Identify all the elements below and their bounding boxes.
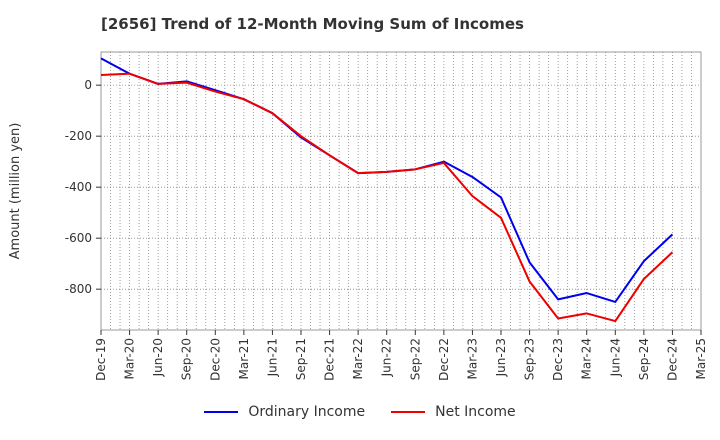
y-tick-label: -200 xyxy=(65,129,92,143)
x-tick-label: Sep-21 xyxy=(294,338,308,380)
y-tick-label: 0 xyxy=(84,78,92,92)
x-tick-label: Dec-21 xyxy=(323,338,337,381)
x-tick-label: Sep-24 xyxy=(637,338,651,380)
x-tick-label: Dec-22 xyxy=(437,338,451,381)
x-tick-label: Jun-22 xyxy=(380,338,394,377)
legend-label: Ordinary Income xyxy=(248,404,366,420)
y-axis-title: Amount (million yen) xyxy=(8,123,23,260)
x-tick-label: Sep-20 xyxy=(180,338,194,380)
x-tick-label: Dec-19 xyxy=(94,338,108,381)
x-axis: Dec-19 Mar-20 Jun-20 Sep-20 Dec-20 Mar-21 Jun-… xyxy=(94,330,708,381)
legend-item-ordinary-income: Ordinary Income xyxy=(204,404,365,420)
series-line-net-income xyxy=(100,72,674,323)
x-tick-label: Sep-23 xyxy=(523,338,537,380)
x-tick-label: Jun-24 xyxy=(608,338,622,377)
x-tick-label: Sep-22 xyxy=(408,338,422,380)
legend: Ordinary Income Net Income xyxy=(0,404,720,420)
chart-title: [2656] Trend of 12-Month Moving Sum of I… xyxy=(101,15,524,33)
x-tick-label: Mar-22 xyxy=(351,338,365,379)
x-tick-label: Dec-23 xyxy=(551,338,565,381)
legend-swatch xyxy=(391,411,426,413)
x-tick-label: Mar-23 xyxy=(465,338,479,379)
y-tick-label: -400 xyxy=(65,180,92,194)
series-layer xyxy=(100,57,674,323)
x-tick-label: Jun-23 xyxy=(494,338,508,377)
x-tick-label: Mar-24 xyxy=(580,338,594,379)
x-tick-label: Mar-21 xyxy=(237,338,251,379)
x-tick-label: Jun-20 xyxy=(151,338,165,377)
y-tick-label: -800 xyxy=(65,282,92,296)
y-axis: 0 -200 -400 -600 -800 xyxy=(65,78,101,296)
x-tick-label: Jun-21 xyxy=(265,338,279,377)
x-tick-label: Mar-25 xyxy=(694,338,708,379)
legend-item-net-income: Net Income xyxy=(391,404,516,420)
plot-border xyxy=(100,51,702,331)
y-tick-label: -600 xyxy=(65,231,92,245)
x-tick-label: Dec-20 xyxy=(208,338,222,381)
plot-background xyxy=(101,52,701,330)
x-tick-label: Dec-24 xyxy=(665,338,679,381)
legend-label: Net Income xyxy=(435,404,516,420)
legend-swatch xyxy=(204,411,239,413)
grid-layer xyxy=(101,52,701,330)
x-tick-label: Mar-20 xyxy=(123,338,137,379)
